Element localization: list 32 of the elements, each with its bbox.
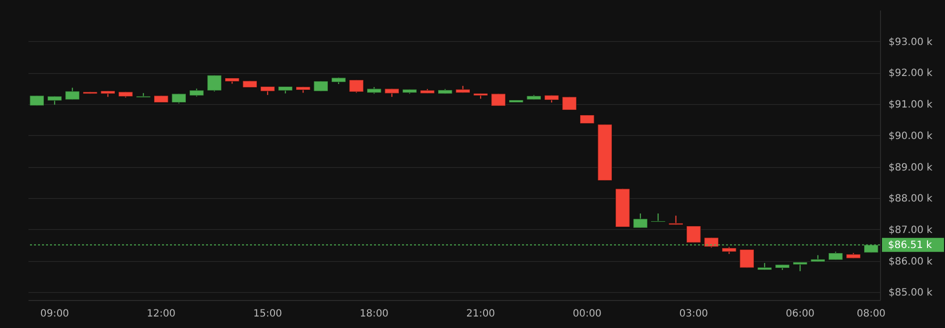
y-tick-label: $91.00 k <box>888 100 933 111</box>
candlestick <box>490 93 506 106</box>
y-tick-label: $88.00 k <box>888 194 933 205</box>
x-tick-label: 08:00 <box>856 308 886 320</box>
y-tick-label: $92.00 k <box>888 68 933 80</box>
candlestick <box>29 95 44 106</box>
x-tick-label: 03:00 <box>679 308 708 320</box>
candlestick <box>348 79 364 94</box>
y-tick-label: $86.00 k <box>888 256 933 268</box>
x-tick-label: 18:00 <box>360 308 389 320</box>
x-tick-label: 12:00 <box>146 308 176 320</box>
candlestick <box>313 80 328 92</box>
candlestick <box>206 74 222 92</box>
x-tick-label: 21:00 <box>466 308 496 320</box>
candlestick <box>668 215 684 226</box>
y-tick-label: $90.00 k <box>888 130 933 142</box>
candlestick <box>632 212 648 228</box>
ref-line-label: $86.51 k <box>888 240 932 251</box>
candlestick <box>686 226 702 244</box>
candlestick <box>171 93 186 104</box>
y-tick-label: $85.00 k <box>888 288 933 299</box>
candlestick <box>562 96 577 111</box>
candlestick <box>739 249 754 268</box>
x-tick-label: 00:00 <box>572 308 602 320</box>
candlestick <box>792 262 808 272</box>
y-tick-label: $87.00 k <box>888 224 933 236</box>
y-tick-label: $89.00 k <box>888 162 933 174</box>
x-tick-label: 06:00 <box>786 308 815 320</box>
y-tick-label: $93.00 k <box>888 36 933 48</box>
x-tick-label: 15:00 <box>253 308 282 320</box>
x-tick-label: 09:00 <box>40 308 70 320</box>
candlestick <box>64 87 80 100</box>
